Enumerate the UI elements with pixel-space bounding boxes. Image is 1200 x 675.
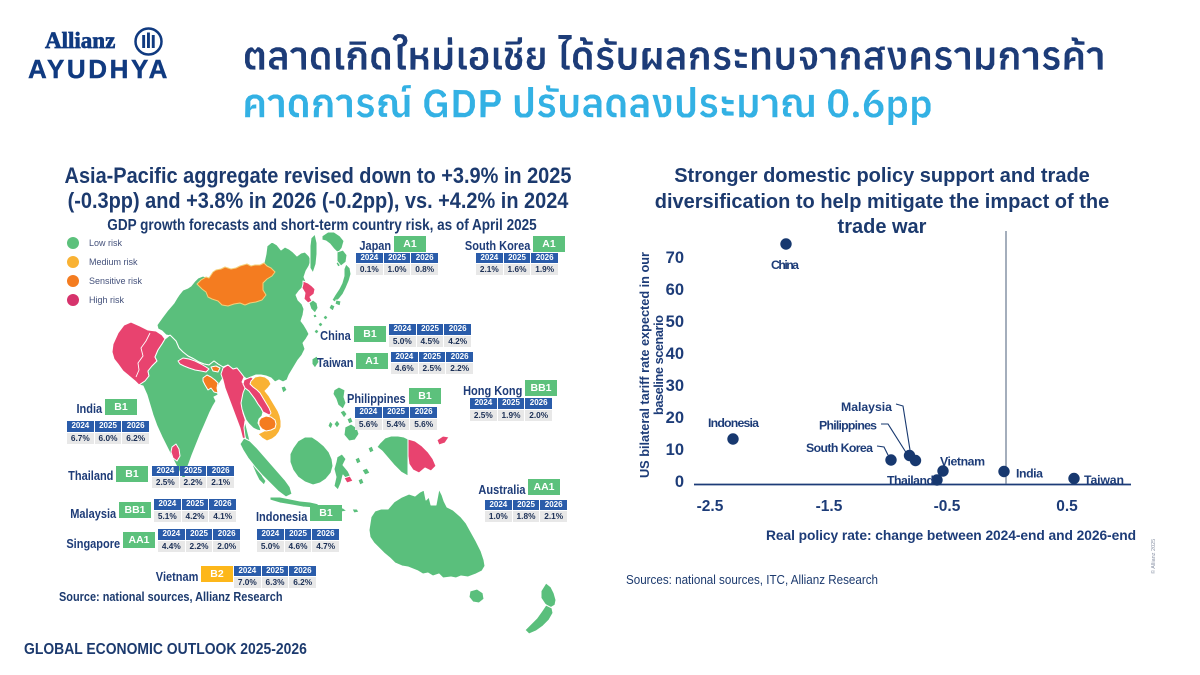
svg-text:0.5: 0.5 [1056,498,1078,515]
svg-text:India: India [1016,467,1043,481]
svg-text:Malaysia: Malaysia [841,400,892,414]
svg-text:Vietnam: Vietnam [940,455,985,469]
svg-text:China: China [771,258,799,272]
svg-text:Real policy rate: change betwe: Real policy rate: change between 2024-en… [766,528,1136,543]
svg-text:South Korea: South Korea [806,441,873,455]
svg-text:70: 70 [666,249,684,267]
svg-text:60: 60 [666,281,684,299]
svg-text:-2.5: -2.5 [697,498,724,515]
svg-text:Indonesia: Indonesia [708,416,759,430]
svg-text:Thailand: Thailand [887,474,934,488]
svg-text:US bilateral tariff rate expec: US bilateral tariff rate expected in our [637,252,652,478]
svg-text:50: 50 [666,313,684,331]
svg-text:-1.5: -1.5 [816,498,843,515]
svg-text:Taiwan: Taiwan [1084,473,1124,487]
svg-text:-0.5: -0.5 [934,498,961,515]
svg-text:baseline scenario: baseline scenario [651,315,666,415]
svg-text:40: 40 [666,345,684,363]
svg-text:0: 0 [675,473,684,491]
svg-text:Philippines: Philippines [819,419,877,433]
svg-text:10: 10 [666,441,684,459]
svg-text:30: 30 [666,377,684,395]
svg-text:20: 20 [666,409,684,427]
